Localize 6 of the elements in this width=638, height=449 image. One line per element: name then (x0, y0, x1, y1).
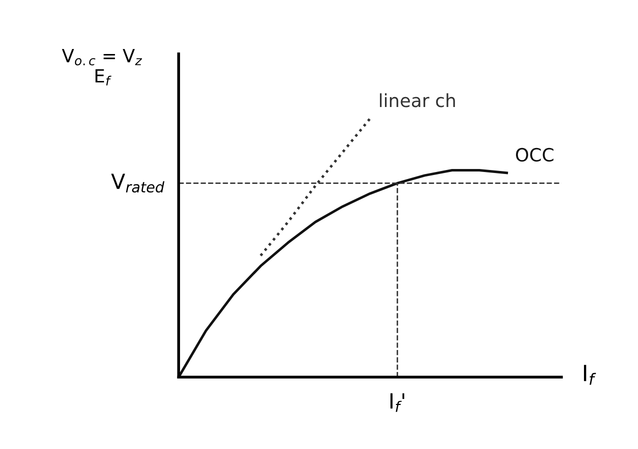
text: V$_{o.c}$ = V$_{z}$ E$_{f}$ (62, 49, 142, 86)
text: I$_{f}$' (390, 393, 404, 412)
series-label: OCC (516, 148, 554, 162)
ref-line-label: V$_{rated}$ (111, 174, 164, 193)
x-axis-title: I$_{f}$ (584, 364, 596, 385)
series-label: linear ch (380, 93, 455, 108)
